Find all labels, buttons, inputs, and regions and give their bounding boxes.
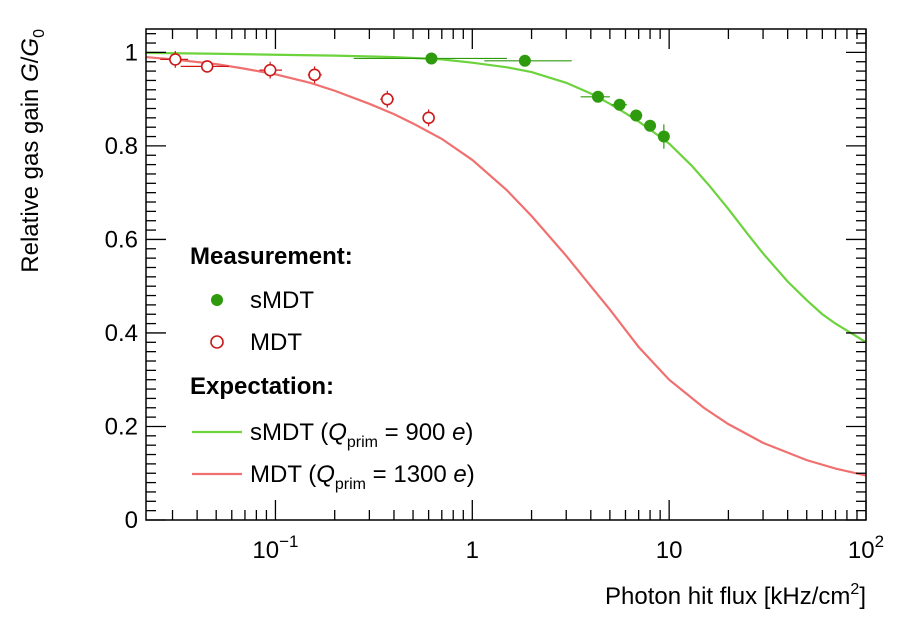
marker-filled: [518, 54, 531, 67]
y-tick-label: 0.4: [105, 320, 138, 347]
y-tick-label: 0.2: [105, 413, 138, 440]
x-tick-label: 1: [466, 537, 479, 564]
marker-filled: [630, 109, 643, 122]
plot-frame: [145, 28, 867, 521]
y-tick-label: 1: [125, 39, 138, 66]
x-tick-label: 10−1: [252, 532, 298, 564]
marker-open: [422, 111, 435, 125]
legend-label: sMDT: [250, 287, 314, 314]
y-axis-title: Relative gas gain G/G0: [17, 29, 48, 273]
data-point: [307, 66, 322, 84]
legend-marker-filled: [211, 294, 223, 306]
legend-expectation-header: Expectation:: [190, 373, 334, 400]
marker-open: [380, 92, 394, 106]
legend-measurement-header: Measurement:: [190, 243, 353, 270]
legend-label: MDT: [250, 329, 302, 356]
marker-filled: [425, 52, 438, 65]
ticks-layer: [146, 29, 867, 521]
y-tick-label: 0.8: [105, 133, 138, 160]
expectation-curve: [145, 55, 867, 477]
data-point: [160, 50, 189, 68]
marker-open: [308, 68, 321, 82]
data-point: [484, 54, 572, 67]
y-tick-label: 0: [125, 507, 138, 534]
legend: Measurement: Expectation: sMDT MDT sMDT (Qpr…: [190, 243, 475, 493]
marker-filled: [591, 90, 604, 103]
marker-open: [200, 60, 214, 73]
legend-label: MDT (Qprim = 1300 e): [250, 461, 475, 493]
data-point: [422, 109, 435, 127]
data-point: [644, 119, 657, 132]
marker-open: [263, 63, 277, 77]
data-point: [380, 90, 394, 108]
legend-marker-open: [210, 335, 224, 349]
data-point: [611, 98, 627, 111]
x-tick-label: 102: [848, 532, 884, 564]
marker-filled: [657, 130, 670, 143]
x-axis-title: Photon hit flux [kHz/cm2]: [605, 581, 866, 610]
marker-filled: [644, 119, 657, 132]
tick-labels-layer: 0 0.2 0.4 0.6 0.8 1 10−1 1 10 102: [105, 39, 884, 564]
legend-label: sMDT (Qprim = 900 e): [250, 419, 473, 451]
y-tick-label: 0.6: [105, 226, 138, 253]
data-point: [180, 60, 229, 73]
data-point: [629, 109, 643, 122]
marker-open: [169, 53, 182, 66]
data-point: [657, 124, 670, 149]
data-point: [259, 61, 283, 79]
marker-filled: [613, 98, 626, 111]
markers-layer: [160, 50, 670, 149]
x-tick-label: 10: [656, 537, 683, 564]
data-point: [580, 90, 610, 103]
data-point: [353, 52, 507, 65]
